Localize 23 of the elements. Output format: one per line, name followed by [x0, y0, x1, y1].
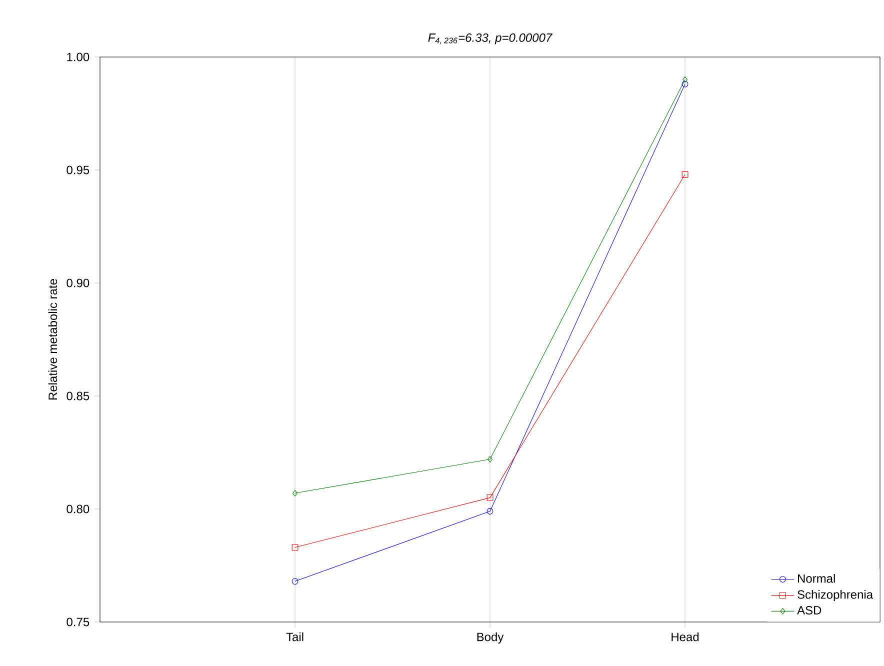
- point: [682, 171, 688, 178]
- y-tick-label: 1.00: [67, 52, 90, 62]
- chart-title: F$_{4, 236}$=6.33, p=0.00007: [428, 33, 553, 44]
- y-tick-label: 0.75: [66, 618, 90, 626]
- legend-label: ASD: [797, 606, 822, 615]
- point: [292, 578, 298, 585]
- y-tick-label: 0.90: [66, 278, 90, 288]
- point: [682, 76, 688, 83]
- point: [292, 490, 298, 496]
- point: [486, 494, 494, 501]
- point: [292, 544, 298, 551]
- y-axis-title: Relative metabolic rate: [48, 279, 58, 400]
- x-tick-label: Head: [672, 632, 699, 642]
- x-tick-label: Body: [477, 632, 504, 644]
- y-tick-label: 0.80: [66, 504, 90, 514]
- y-tick-label: 0.95: [66, 166, 90, 174]
- y-tick-label: 0.85: [66, 392, 90, 400]
- point: [682, 80, 688, 88]
- point: [488, 456, 492, 462]
- point: [486, 508, 494, 514]
- legend-label: Schizophrenia: [798, 590, 874, 602]
- x-tick-label: Tail: [286, 632, 304, 642]
- legend-label: Normal: [798, 574, 835, 583]
